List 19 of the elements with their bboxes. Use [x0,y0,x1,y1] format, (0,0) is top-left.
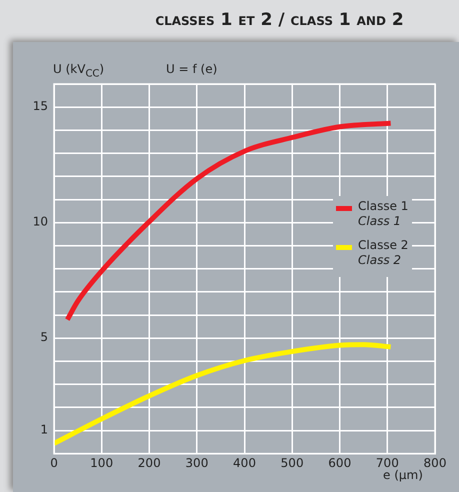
y-axis-title: U (kV$_{CC}$) [53,62,104,80]
x-tick-label: 500 [280,456,304,470]
x-tick-label: 100 [90,456,114,470]
legend-label: Classe 1 Class 1 [358,199,408,229]
x-tick-label: 200 [138,456,161,470]
legend-label: Classe 2 Class 2 [358,238,408,268]
y-tick-label: 1 [40,422,48,437]
y-tick-label: 5 [40,330,48,344]
x-tick-label: 600 [328,456,352,470]
x-axis-title: e (µm) [383,468,423,482]
y-tick-label: 15 [32,99,48,114]
x-tick-label: 800 [424,456,446,470]
x-tick-label: 700 [376,456,399,470]
x-tick-label: 300 [185,456,208,470]
y-tick-label: 10 [32,214,48,229]
text: U = f (e) [166,62,218,76]
x-tick-label: 0 [50,456,58,470]
chart-title: classes 1 et 2 / class 1 and 2 [154,10,405,30]
x-tick-label: 400 [233,456,256,470]
